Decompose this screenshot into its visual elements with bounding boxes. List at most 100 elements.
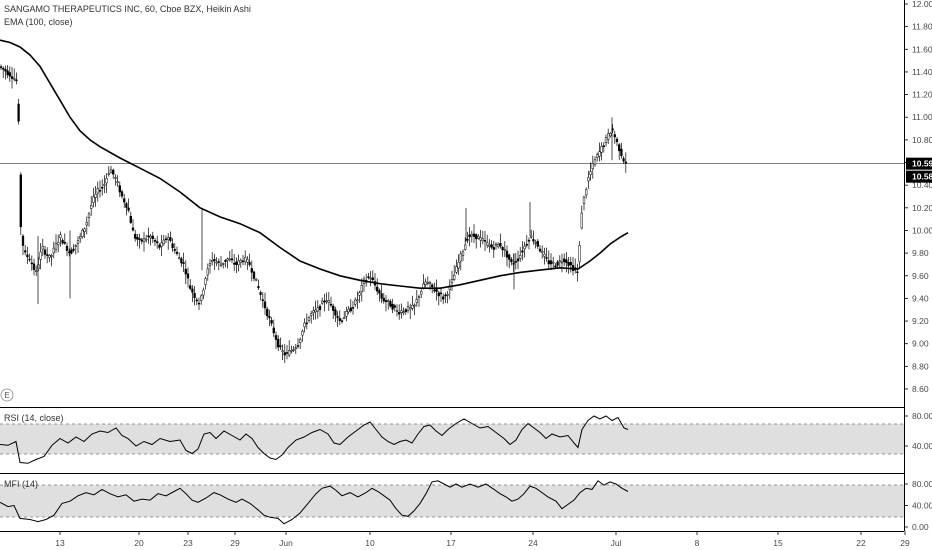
candle-body <box>538 248 542 252</box>
price-tick-label: 11.00 <box>912 112 932 122</box>
candle-body <box>46 254 49 256</box>
candle-body <box>470 233 473 237</box>
candle-body <box>457 262 460 269</box>
candle-body <box>402 311 405 314</box>
candle-body <box>103 184 106 186</box>
candle-body <box>279 345 282 348</box>
candle-body <box>472 233 476 237</box>
price-tick-label: 9.00 <box>912 339 929 349</box>
candle-body <box>349 307 352 312</box>
ema-price-badge: 10.58 <box>906 170 932 183</box>
candle-body <box>147 235 150 238</box>
candle-body <box>195 299 198 302</box>
earnings-marker-circle[interactable] <box>0 388 14 402</box>
rsi-tick-label: 80.00 <box>912 411 932 421</box>
candle-body <box>92 196 95 203</box>
candle-body <box>512 262 515 265</box>
candle-body <box>281 350 284 352</box>
price-tick-label: 11.80 <box>912 22 932 32</box>
rsi-band-fill <box>0 424 904 454</box>
time-tick-label: 22 <box>856 538 866 548</box>
time-tick-label: 15 <box>773 538 783 548</box>
candle-body <box>367 276 370 278</box>
mfi-axis: 80.00 40.00 0.00 <box>904 479 932 532</box>
candle-body <box>340 320 344 322</box>
candle-body <box>15 79 18 82</box>
candle-body <box>263 301 267 309</box>
candle-body <box>338 318 341 321</box>
candle-body <box>404 309 407 313</box>
rsi-legend: RSI (14, close) <box>4 413 64 423</box>
candle-body <box>532 239 535 242</box>
candle-body <box>530 235 533 238</box>
rsi-line <box>0 415 629 464</box>
candle-body <box>98 190 102 192</box>
candle-body <box>299 339 302 343</box>
candle-body <box>477 236 480 239</box>
candle-body <box>609 133 612 137</box>
candle-body <box>492 247 495 250</box>
candle-body <box>255 278 258 281</box>
candle-body <box>171 243 174 249</box>
candle-body <box>314 309 317 313</box>
candle-body <box>277 338 280 348</box>
candle-body <box>439 292 443 295</box>
candle-body <box>79 236 82 239</box>
candle-body <box>123 198 126 203</box>
candle-body <box>164 238 168 241</box>
candle-body <box>371 277 374 280</box>
price-tick-label: 11.60 <box>912 44 932 54</box>
candle-body <box>26 254 29 258</box>
candle-body <box>272 327 275 334</box>
candle-body <box>565 259 568 264</box>
candle-body <box>74 245 77 247</box>
candle-body <box>48 255 51 258</box>
ema-price-badge-text: 10.58 <box>912 172 932 182</box>
earnings-marker[interactable]: E <box>0 388 14 402</box>
candle-body <box>149 236 152 239</box>
candle-body <box>501 246 504 250</box>
candle-body <box>334 309 337 316</box>
candle-body <box>173 249 176 251</box>
candle-body <box>233 263 236 265</box>
mfi-tick-label: 40.00 <box>912 501 932 511</box>
price-tick-label: 10.00 <box>912 225 932 235</box>
time-tick-label: 24 <box>528 538 538 548</box>
candle-body <box>411 304 414 309</box>
candle-body <box>206 268 209 276</box>
current-price-badge: 10.59 <box>906 157 932 170</box>
candle-body <box>395 310 399 312</box>
candle-body <box>563 258 566 263</box>
candle-body <box>613 134 616 138</box>
price-tick-label: 8.60 <box>912 384 929 394</box>
candle-body <box>453 274 456 280</box>
candle-body <box>96 188 99 194</box>
candle-body <box>578 245 581 263</box>
candle-body <box>43 249 47 255</box>
candle-body <box>285 352 289 354</box>
candle-body <box>345 311 348 317</box>
candle-body <box>151 235 154 239</box>
candle-body <box>131 227 135 231</box>
candle-body <box>569 262 572 266</box>
candle-body <box>266 308 269 317</box>
ema-price-badge-bg <box>906 170 932 183</box>
candle-body <box>109 169 113 173</box>
candle-body <box>587 177 590 182</box>
candle-body <box>180 258 183 264</box>
candle-body <box>178 257 181 259</box>
candle-body <box>215 261 218 264</box>
candle-body <box>107 173 110 175</box>
candle-body <box>57 241 60 246</box>
time-tick-label: Jul <box>611 538 622 548</box>
candle-body <box>219 263 223 266</box>
candle-body <box>244 256 247 263</box>
candle-body <box>211 260 214 263</box>
candle-body <box>560 261 564 264</box>
candle-body <box>494 243 498 246</box>
candle-body <box>378 290 381 294</box>
candle-body <box>6 70 9 76</box>
candle-body <box>13 77 16 80</box>
candle-body <box>549 260 553 265</box>
